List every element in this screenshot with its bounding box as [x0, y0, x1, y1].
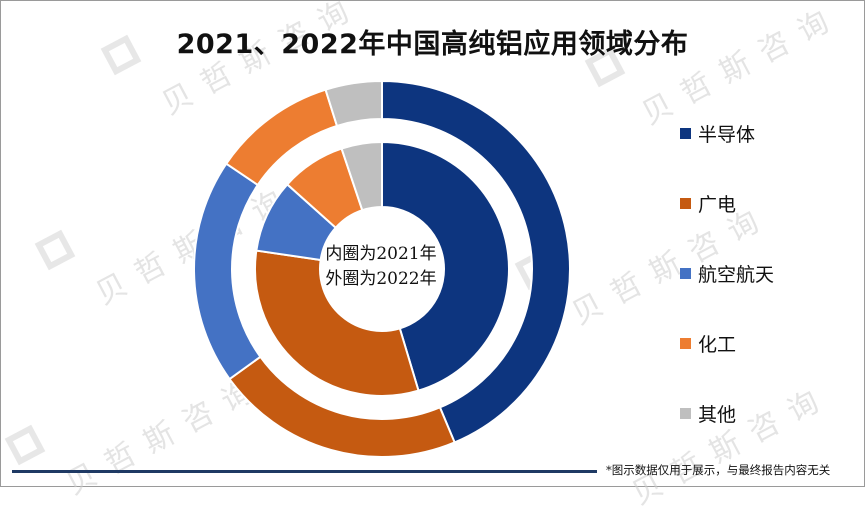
legend-swatch [680, 338, 691, 349]
legend-item: 广电 [680, 190, 736, 217]
center-label-line1: 内圈为2021年 [310, 242, 452, 267]
legend-label: 航空航天 [698, 260, 774, 287]
legend-swatch [680, 128, 691, 139]
legend-item: 航空航天 [680, 260, 774, 287]
legend-label: 广电 [698, 190, 736, 217]
legend-label: 半导体 [698, 120, 755, 147]
footer-divider [12, 470, 597, 473]
legend-item: 半导体 [680, 120, 755, 147]
footer-note: *图示数据仅用于展示，与最终报告内容无关 [606, 462, 830, 478]
legend-label: 其他 [698, 400, 736, 427]
legend-item: 其他 [680, 400, 736, 427]
center-label-line2: 外圈为2022年 [310, 267, 452, 292]
center-label: 内圈为2021年 外圈为2022年 [310, 242, 452, 292]
slice-outer-4 [326, 81, 382, 126]
legend-item: 化工 [680, 330, 736, 357]
legend-swatch [680, 198, 691, 209]
legend-swatch [680, 408, 691, 419]
legend-swatch [680, 268, 691, 279]
legend-label: 化工 [698, 330, 736, 357]
slice-outer-2 [194, 164, 260, 379]
